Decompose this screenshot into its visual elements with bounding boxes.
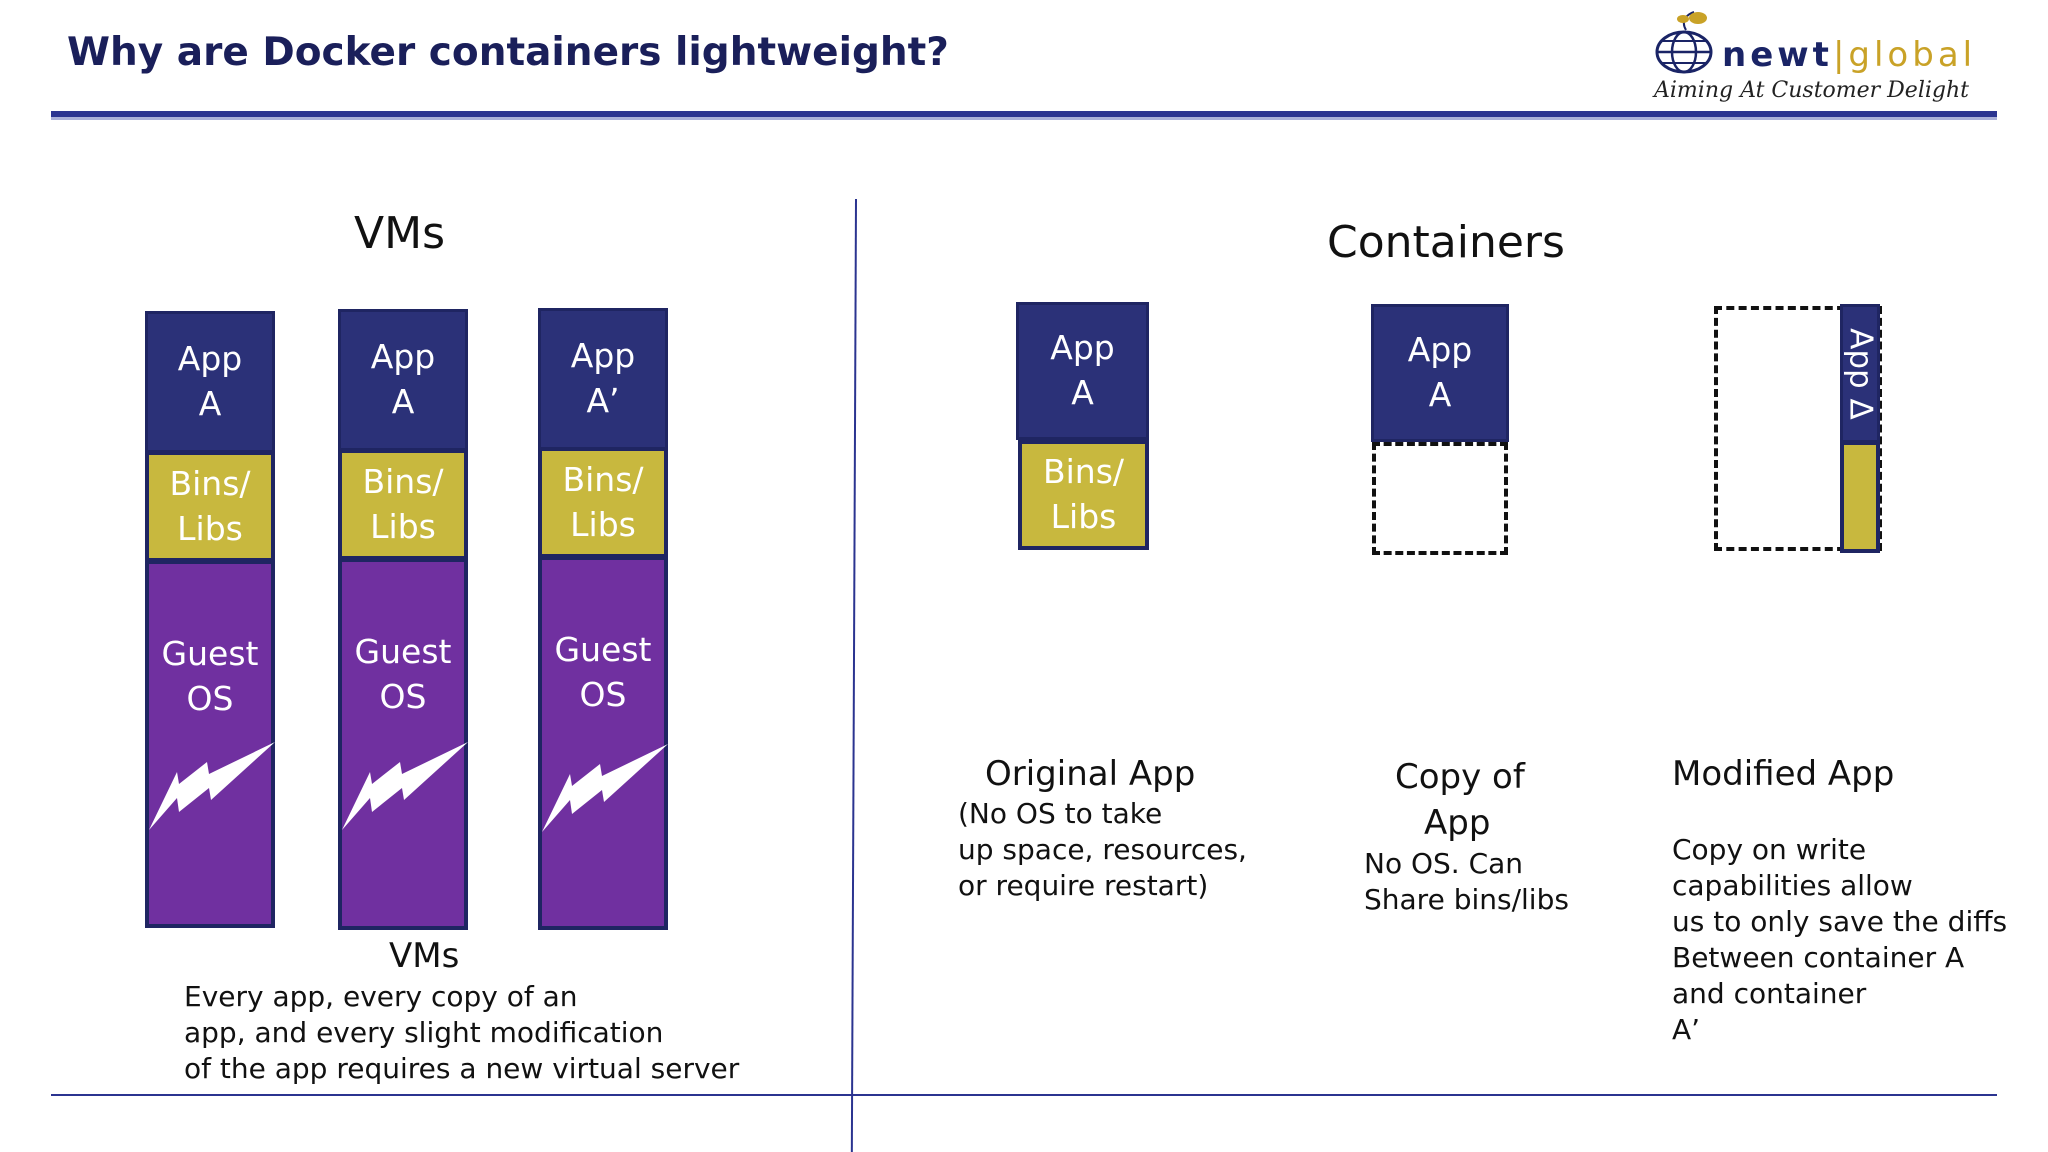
vm1-bins-line1: Bins/ [169, 463, 251, 503]
logo-tagline: Aiming At Customer Delight [1654, 78, 1969, 103]
vm3-app-line1: App [570, 336, 636, 376]
vm2-bins-line2: Libs [370, 506, 436, 546]
vm2-os-line1: Guest [354, 632, 452, 671]
modified-app-caption-line: Between container A [1672, 941, 1965, 974]
logo-brand: newt|global [1722, 35, 1977, 75]
vm1-bins-line2: Libs [177, 508, 243, 548]
vm3-os-line1: Guest [554, 630, 652, 669]
vms-caption-line: Every app, every copy of an [184, 980, 578, 1013]
vms-section-title: VMs [354, 208, 445, 259]
vm3-app-block: App A’ [538, 308, 668, 450]
original-app-caption-line: or require restart) [958, 869, 1209, 902]
containers-section-title: Containers [1327, 217, 1565, 268]
bottom-rule [51, 1094, 1997, 1096]
original-app-caption-line: up space, resources, [958, 833, 1247, 866]
original-bins-block: Bins/ Libs [1018, 440, 1149, 550]
vms-caption-line: of the app requires a new virtual server [184, 1052, 740, 1085]
original-app-line2: A [1071, 373, 1094, 412]
vm2-app-line1: App [370, 337, 436, 377]
original-app-line1: App [1050, 328, 1115, 368]
vm3-bins-block: Bins/ Libs [538, 447, 668, 558]
modified-bins-sliver [1840, 441, 1880, 553]
vm1-app-block: App A [145, 311, 275, 453]
original-app-caption-line: (No OS to take [958, 797, 1163, 830]
lightning-bolt-icon [542, 744, 668, 832]
vm1-os-line2: OS [186, 678, 234, 718]
slide-title: Why are Docker containers lightweight? [67, 30, 949, 75]
vm1-os-line1: Guest [161, 634, 259, 673]
vm3-bins-line1: Bins/ [562, 459, 644, 499]
vm2-guest-os-block: Guest OS [338, 558, 468, 930]
copy-app-caption-line: Share bins/libs [1364, 883, 1569, 916]
vertical-divider [850, 199, 857, 1152]
vm2-bins-line1: Bins/ [362, 461, 444, 501]
vms-caption-title: VMs [389, 936, 460, 976]
vm2-app-line2: A [391, 382, 415, 421]
lightning-bolt-icon [149, 742, 275, 830]
globe-icon [1655, 11, 1713, 74]
modified-app-caption-line: capabilities allow [1672, 869, 1913, 902]
vm2-bins-block: Bins/ Libs [338, 449, 468, 560]
modified-app-delta-block: App Δ [1840, 304, 1880, 443]
modified-app-caption-line: and container [1672, 977, 1867, 1010]
copy-app-caption-line: No OS. Can [1364, 847, 1524, 880]
modified-app-caption-line: us to only save the diffs [1672, 905, 2008, 938]
copy-app-line1: App [1407, 330, 1473, 370]
original-app-block: App A [1016, 302, 1149, 440]
modified-app-delta-label: App Δ [1842, 327, 1879, 420]
vm3-guest-os-block: Guest OS [538, 556, 668, 930]
copy-app-heading-line1: Copy of [1395, 757, 1525, 797]
original-bins-line1: Bins/ [1042, 452, 1125, 492]
copy-shared-bins-placeholder [1372, 442, 1508, 555]
modified-app-heading: Modified App [1672, 754, 1895, 794]
lightning-bolt-icon [342, 742, 468, 830]
vms-caption-line: app, and every slight modification [184, 1016, 664, 1049]
copy-app-heading-line2: App [1424, 803, 1491, 843]
original-app-heading: Original App [985, 754, 1196, 794]
vm2-app-block: App A [338, 309, 468, 451]
vm3-app-line2: A’ [586, 381, 620, 420]
header-rule [51, 111, 1997, 117]
vm1-app-line1: App [177, 339, 243, 379]
original-bins-line2: Libs [1050, 497, 1117, 536]
vm2-os-line2: OS [379, 676, 427, 716]
copy-app-line2: A [1428, 375, 1452, 414]
header-rule-shadow [51, 117, 1997, 120]
vm3-bins-line2: Libs [570, 504, 636, 544]
newtglobal-logo: newt|global Aiming At Customer Delight [1650, 8, 1990, 108]
modified-app-caption-line: A’ [1672, 1013, 1701, 1046]
vm1-bins-block: Bins/ Libs [145, 451, 275, 562]
vm3-os-line2: OS [579, 674, 627, 714]
modified-app-caption-line: Copy on write [1672, 833, 1867, 866]
copy-app-block: App A [1371, 304, 1509, 442]
vm1-guest-os-block: Guest OS [145, 560, 275, 928]
vm1-app-line2: A [198, 384, 222, 423]
